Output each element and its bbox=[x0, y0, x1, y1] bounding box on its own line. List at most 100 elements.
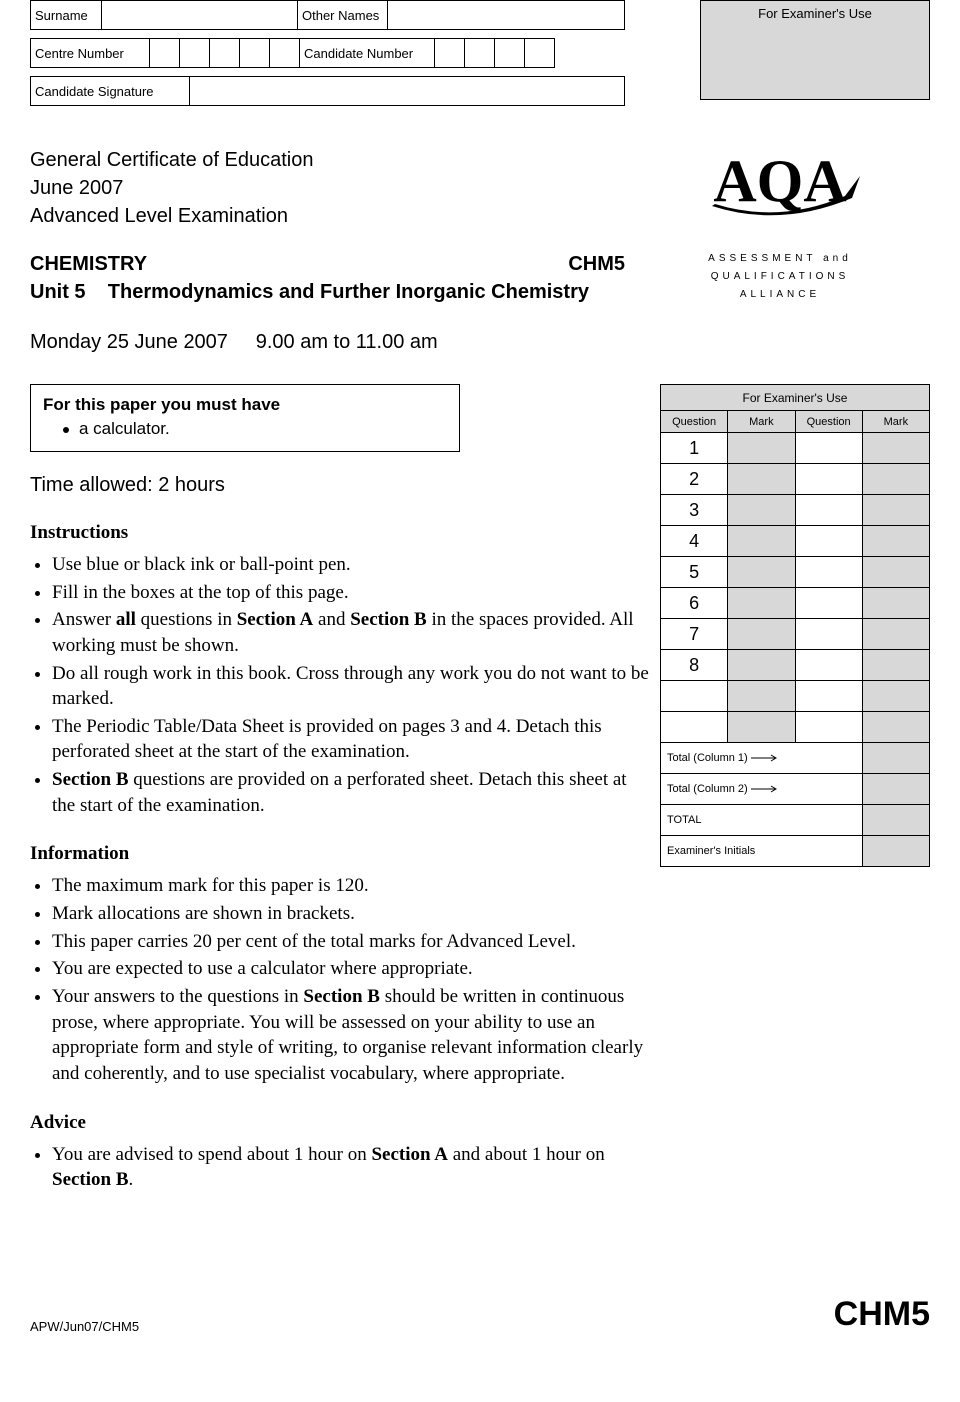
mark-cell[interactable] bbox=[728, 650, 795, 681]
list-item: Answer all questions in Section A and Se… bbox=[52, 607, 650, 658]
marks-row: 8 bbox=[661, 650, 930, 681]
cert-line1: General Certificate of Education bbox=[30, 146, 625, 174]
mark-cell[interactable] bbox=[728, 433, 795, 464]
mark-cell[interactable] bbox=[728, 464, 795, 495]
total-label: Total (Column 2) bbox=[661, 774, 863, 805]
unit-title: Unit 5 Thermodynamics and Further Inorga… bbox=[30, 278, 625, 306]
question-number: 4 bbox=[661, 526, 728, 557]
mark-cell[interactable] bbox=[728, 619, 795, 650]
list-item: The maximum mark for this paper is 120. bbox=[52, 873, 650, 899]
candidate-digit[interactable] bbox=[465, 38, 495, 68]
signature-input[interactable] bbox=[190, 76, 625, 106]
total-label: Examiner's Initials bbox=[661, 836, 863, 867]
candidate-digit[interactable] bbox=[435, 38, 465, 68]
question-cell-blank bbox=[795, 526, 862, 557]
total-value-cell[interactable] bbox=[862, 805, 929, 836]
surname-input[interactable] bbox=[101, 1, 297, 29]
question-number: 3 bbox=[661, 495, 728, 526]
list-item: Do all rough work in this book. Cross th… bbox=[52, 661, 650, 712]
mark-cell[interactable] bbox=[862, 433, 929, 464]
list-item: Use blue or black ink or ball-point pen. bbox=[52, 552, 650, 578]
marks-row: 5 bbox=[661, 557, 930, 588]
list-item: Mark allocations are shown in brackets. bbox=[52, 901, 650, 927]
list-item: You are expected to use a calculator whe… bbox=[52, 956, 650, 982]
mark-cell[interactable] bbox=[728, 495, 795, 526]
question-number: 2 bbox=[661, 464, 728, 495]
cert-line2: June 2007 bbox=[30, 174, 625, 202]
marks-table-title: For Examiner's Use bbox=[661, 385, 930, 411]
question-cell-blank bbox=[795, 557, 862, 588]
centre-digit[interactable] bbox=[210, 38, 240, 68]
centre-digit[interactable] bbox=[240, 38, 270, 68]
centre-digit[interactable] bbox=[150, 38, 180, 68]
mark-cell[interactable] bbox=[862, 464, 929, 495]
candidate-digit[interactable] bbox=[525, 38, 555, 68]
mark-cell[interactable] bbox=[862, 557, 929, 588]
total-value-cell[interactable] bbox=[862, 774, 929, 805]
examiner-use-top-box: For Examiner's Use bbox=[700, 0, 930, 100]
instructions-list: Use blue or black ink or ball-point pen.… bbox=[30, 552, 650, 818]
title-block: General Certificate of Education June 20… bbox=[30, 146, 625, 306]
question-cell-blank bbox=[795, 433, 862, 464]
instructions-heading: Instructions bbox=[30, 522, 650, 544]
marks-row: 6 bbox=[661, 588, 930, 619]
centre-number-boxes bbox=[150, 38, 300, 68]
col-question1: Question bbox=[661, 411, 728, 433]
question-cell-blank bbox=[795, 464, 862, 495]
centre-digit[interactable] bbox=[270, 38, 300, 68]
unit-code: CHM5 bbox=[568, 250, 625, 278]
question-cell-blank bbox=[795, 588, 862, 619]
mark-cell[interactable] bbox=[862, 588, 929, 619]
centre-digit[interactable] bbox=[180, 38, 210, 68]
total-label: Total (Column 1) bbox=[661, 743, 863, 774]
aqa-logo-icon: AQA bbox=[680, 146, 880, 236]
total-label: TOTAL bbox=[661, 805, 863, 836]
subject-name: CHEMISTRY bbox=[30, 250, 147, 278]
mark-cell[interactable] bbox=[862, 495, 929, 526]
mark-cell[interactable] bbox=[862, 650, 929, 681]
cert-line3: Advanced Level Examination bbox=[30, 202, 625, 230]
marks-row-blank bbox=[661, 712, 930, 743]
marks-row: 1 bbox=[661, 433, 930, 464]
total-value-cell[interactable] bbox=[862, 836, 929, 867]
list-item: The Periodic Table/Data Sheet is provide… bbox=[52, 714, 650, 765]
signature-row: Candidate Signature bbox=[30, 76, 625, 106]
advice-heading: Advice bbox=[30, 1112, 650, 1134]
marks-row: 2 bbox=[661, 464, 930, 495]
marks-row: 4 bbox=[661, 526, 930, 557]
question-number: 6 bbox=[661, 588, 728, 619]
marks-row: 3 bbox=[661, 495, 930, 526]
footer-left: APW/Jun07/CHM5 bbox=[30, 1319, 139, 1334]
candidate-digit[interactable] bbox=[495, 38, 525, 68]
list-item: Section B questions are provided on a pe… bbox=[52, 767, 650, 818]
total-row: Total (Column 1) bbox=[661, 743, 930, 774]
other-names-label: Other Names bbox=[297, 1, 387, 29]
list-item: This paper carries 20 per cent of the to… bbox=[52, 929, 650, 955]
surname-label: Surname bbox=[31, 8, 101, 23]
question-cell-blank bbox=[795, 495, 862, 526]
total-value-cell[interactable] bbox=[862, 743, 929, 774]
mark-cell[interactable] bbox=[862, 526, 929, 557]
mark-cell[interactable] bbox=[728, 557, 795, 588]
marks-table: For Examiner's Use Question Mark Questio… bbox=[660, 384, 930, 867]
mark-cell[interactable] bbox=[728, 526, 795, 557]
question-number: 7 bbox=[661, 619, 728, 650]
mark-cell[interactable] bbox=[728, 588, 795, 619]
exam-date: Monday 25 June 2007 9.00 am to 11.00 am bbox=[30, 331, 930, 354]
signature-label: Candidate Signature bbox=[30, 76, 190, 106]
list-item: Your answers to the questions in Section… bbox=[52, 984, 650, 1087]
list-item: Fill in the boxes at the top of this pag… bbox=[52, 580, 650, 606]
footer-code: CHM5 bbox=[834, 1295, 930, 1334]
must-have-item: a calculator. bbox=[63, 419, 447, 439]
time-allowed: Time allowed: 2 hours bbox=[30, 474, 650, 497]
logo-subtitle: ASSESSMENT and QUALIFICATIONS ALLIANCE bbox=[630, 250, 930, 304]
total-row: TOTAL bbox=[661, 805, 930, 836]
candidate-number-label: Candidate Number bbox=[300, 38, 435, 68]
aqa-logo-block: AQA ASSESSMENT and QUALIFICATIONS ALLIAN… bbox=[630, 146, 930, 306]
information-list: The maximum mark for this paper is 120.M… bbox=[30, 873, 650, 1086]
total-row: Examiner's Initials bbox=[661, 836, 930, 867]
question-cell-blank bbox=[795, 619, 862, 650]
mark-cell[interactable] bbox=[862, 619, 929, 650]
other-names-input[interactable] bbox=[387, 1, 624, 29]
marks-row: 7 bbox=[661, 619, 930, 650]
